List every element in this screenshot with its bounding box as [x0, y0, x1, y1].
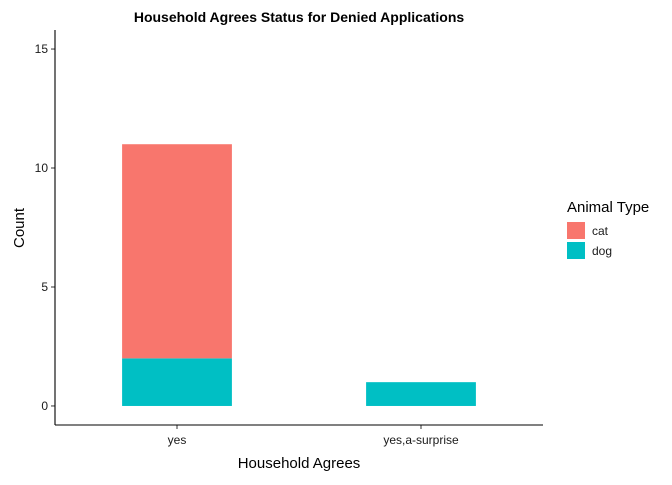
y-axis-title: Count [11, 207, 28, 248]
bar-dog-yes-a-surprise [366, 382, 476, 406]
y-tick-label: 0 [41, 399, 48, 413]
y-axis-ticks: 0 5 10 15 [35, 42, 55, 413]
legend: Animal Type cat dog [567, 199, 649, 259]
chart-title: Household Agrees Status for Denied Appli… [134, 9, 465, 25]
y-tick-label: 15 [35, 42, 49, 56]
y-tick-label: 5 [41, 280, 48, 294]
legend-swatch-dog [567, 242, 585, 259]
legend-swatch-cat [567, 222, 585, 239]
legend-label-cat: cat [592, 224, 609, 238]
bar-cat-yes [122, 144, 232, 359]
x-axis-ticks: yes yes,a-surprise [168, 425, 459, 447]
x-tick-label: yes,a-surprise [383, 433, 459, 447]
legend-title: Animal Type [567, 199, 649, 216]
x-axis-title: Household Agrees [238, 455, 361, 472]
x-tick-label: yes [168, 433, 187, 447]
bar-layer [122, 144, 476, 406]
bar-dog-yes [122, 358, 232, 406]
legend-label-dog: dog [592, 244, 612, 258]
y-tick-label: 10 [35, 161, 49, 175]
